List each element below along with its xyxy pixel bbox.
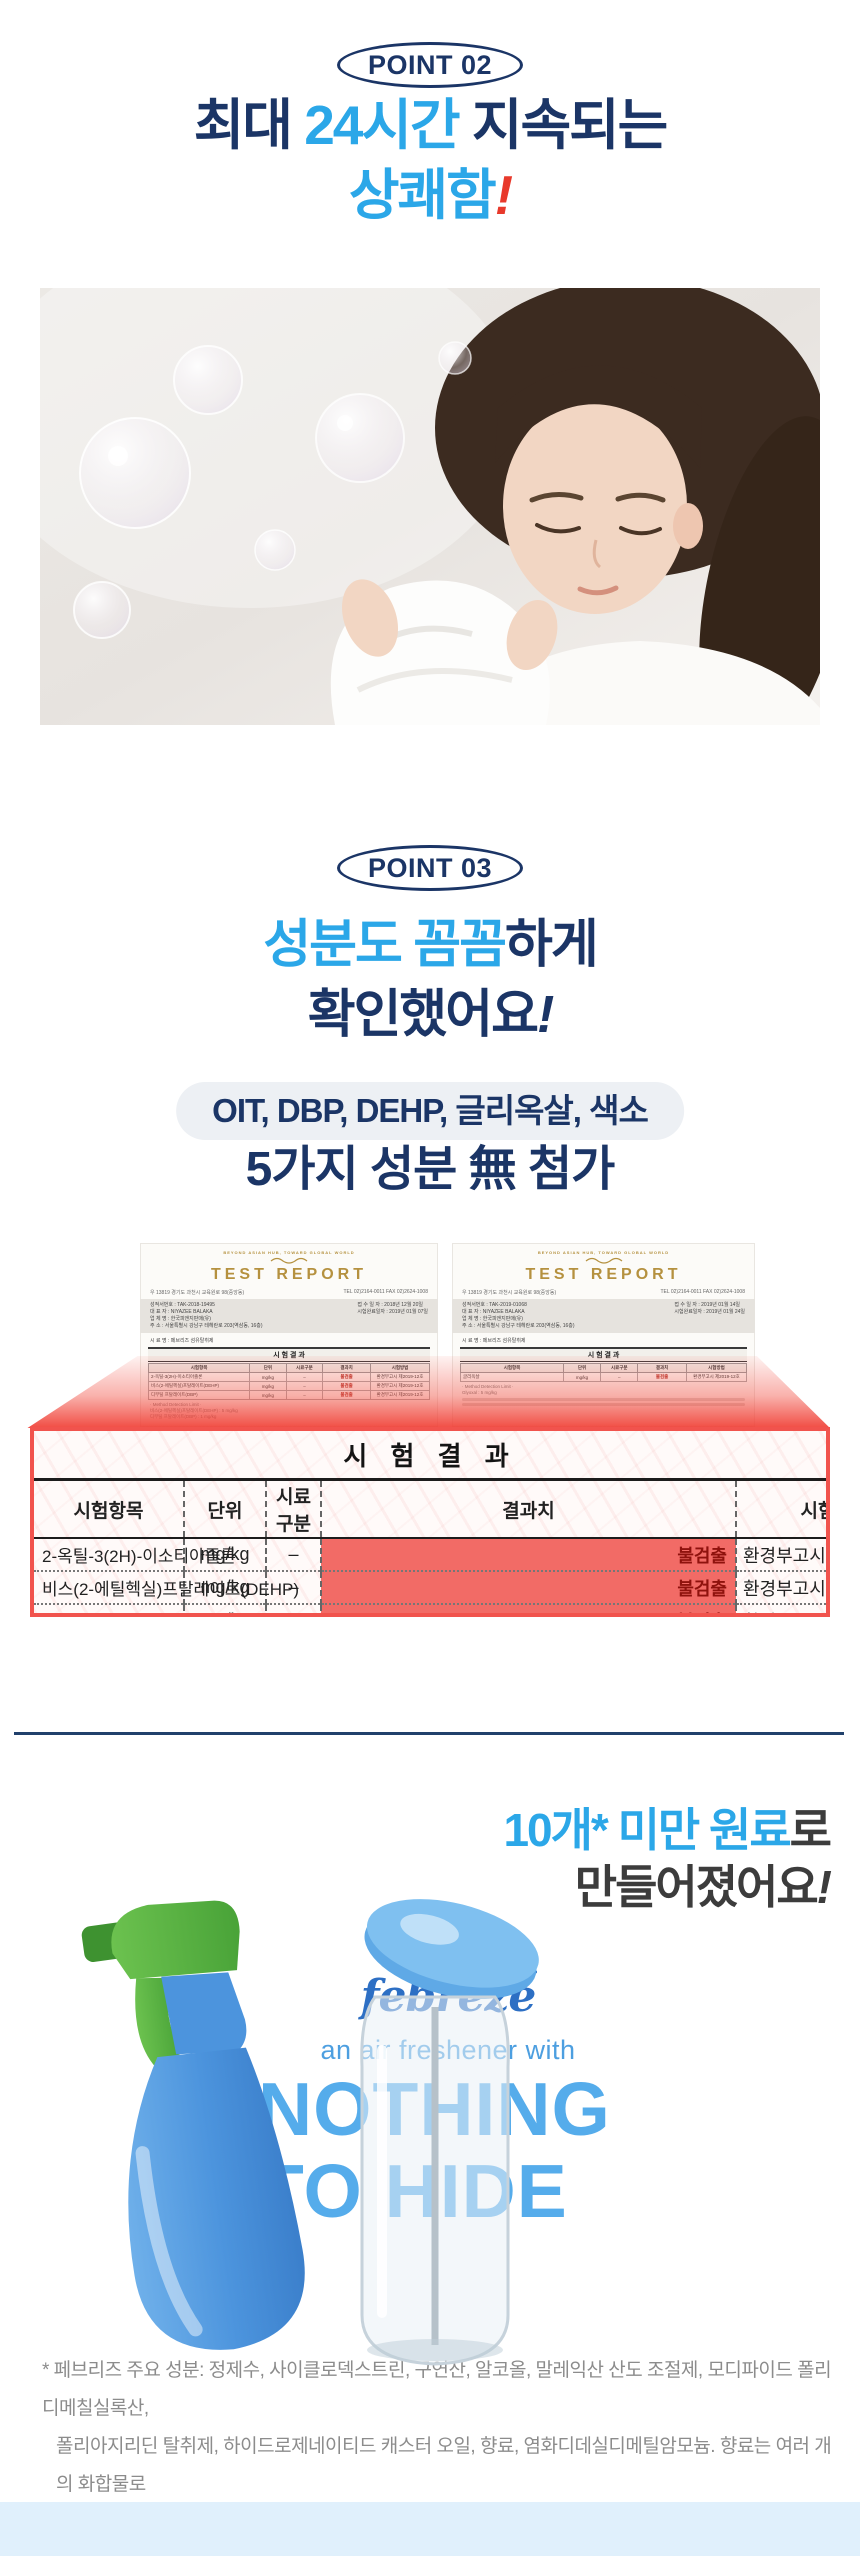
exclamation-mark: !	[494, 164, 513, 226]
point-02-headline-line1: 최대 24시간 지속되는	[0, 92, 860, 158]
report-meta-left: 성적서번호 : TAK-2018-19495 대 표 자 : NIYAZEE B…	[150, 1302, 263, 1329]
five-free-subheadline: 5가지 성분 無 첨가	[245, 1143, 616, 1196]
headline-pre: 최대	[193, 94, 305, 156]
report-meta-right: 접 수 일 자 : 2019년 01월 14일 시험완료일자 : 2019년 0…	[674, 1302, 745, 1315]
woman	[435, 288, 820, 725]
point-03-headline-line1: 성분도 꼼꼼하게	[0, 914, 860, 976]
footnote-line: * 페브리즈 주요 성분: 정제수, 사이클로덱스트린, 구연산, 알코올, 말…	[42, 2360, 832, 2419]
lifestyle-photo	[40, 288, 820, 725]
col-result: 결과치	[320, 1478, 736, 1539]
report-meta-right: 접 수 일 자 : 2018년 12월 20일 시험완료일자 : 2019년 0…	[357, 1302, 428, 1315]
headline-line2: 만들어졌어요!	[574, 1861, 832, 1913]
product-bottles-illustration	[81, 1899, 539, 2366]
headline-accent-ingredients: 성분도 꼼꼼	[263, 916, 507, 974]
headline-post: 하게	[504, 916, 599, 974]
result-not-detected: 불검출	[320, 1570, 736, 1604]
report-sample-name: 시 료 명 : 페브리즈 섬유탈취제	[462, 1338, 526, 1344]
report-title: TEST REPORT	[525, 1266, 682, 1283]
report-ornament-text: BEYOND ASIAN HUB, TOWARD GLOBAL WORLD	[537, 1250, 670, 1255]
report-tel-fax: TEL 02)2164-0011 FAX 02)2624-1008	[660, 1289, 745, 1295]
ingredient-list-pill: OIT, DBP, DEHP, 글리옥살, 색소	[176, 1082, 684, 1140]
point-02-headline-line2: 상쾌함!	[0, 162, 860, 228]
point-03-badge: POINT 03	[337, 845, 523, 891]
col-item: 시험항목	[34, 1478, 184, 1539]
bubbles	[73, 341, 472, 639]
zoom-projection	[27, 1356, 830, 1428]
result-table-title: 시 험 결 과	[343, 1441, 517, 1471]
report-title: TEST REPORT	[210, 1266, 367, 1283]
fabric	[330, 579, 558, 725]
point-02-badge: POINT 02	[337, 42, 523, 88]
test-result-table: 시 험 결 과 시험항목 단위 시료구분 결과치 시험방법 2-옥틸-3(2H)…	[30, 1427, 830, 1617]
table-row: 비스(2-에틸헥실)프탈레이트(DEHP) mg/kg – 불검출 환경부고시 …	[34, 1570, 826, 1604]
exclamation-mark: !	[536, 986, 554, 1044]
report-address-row: 우 13819 경기도 과천시 교육원로 98(중앙동) TEL 02)2164…	[140, 1289, 438, 1296]
exclamation-mark: !	[816, 1861, 832, 1913]
ten-ingredients-headline: 10개* 미만 원료로 만들어졌어요!	[0, 1802, 832, 1916]
result-not-detected: 불검출	[320, 1538, 736, 1571]
col-sample: 시료구분	[265, 1478, 321, 1539]
headline-checked: 확인했어요	[307, 986, 539, 1044]
headline-accent-24h: 24시간	[304, 94, 460, 156]
report-ornament-text: BEYOND ASIAN HUB, TOWARD GLOBAL WORLD	[223, 1250, 355, 1255]
point-03-headline-line2: 확인했어요!	[0, 984, 860, 1046]
table-row: 2-옥틸-3(2H)-이소티아졸론 mg/kg – 불검출 환경부고시 제201…	[34, 1538, 826, 1571]
col-method: 시험방법	[735, 1478, 826, 1539]
report-meta-band: 성적서번호 : TAK-2018-19495 대 표 자 : NIYAZEE B…	[140, 1299, 438, 1333]
report-address: 우 13819 경기도 과천시 교육원로 98(중앙동)	[150, 1290, 245, 1296]
photo-illustration	[40, 288, 820, 725]
footnote-line: 폴리아지리딘 탈취제, 하이드로제네이티드 캐스터 오일, 향료, 염화디데실디…	[56, 2436, 832, 2495]
report-meta-band: 성적서번호 : TAK-2019-01068 대 표 자 : NIYAZEE B…	[452, 1299, 755, 1333]
headline-accent-10: 10개* 미만 원료	[503, 1804, 791, 1856]
result-not-detected: 불검출	[320, 1603, 736, 1613]
flourish-icon	[585, 1257, 622, 1264]
report-address-row: 우 13819 경기도 과천시 교육원로 98(중앙동) TEL 02)2164…	[452, 1289, 755, 1296]
headline-post: 지속되는	[458, 94, 668, 156]
table-row: 디부틸 프탈레이트(DBP) mg/kg – 불검출 환경부고시 제2019-1…	[34, 1603, 826, 1613]
spray-bottle-green-blue	[81, 1900, 305, 2350]
footer-band	[0, 2502, 860, 2556]
point-03-badge-label: POINT 03	[367, 852, 493, 883]
flourish-icon	[270, 1257, 308, 1264]
headline-fresh: 상쾌함	[348, 164, 497, 226]
clear-bottle-blue-cap	[360, 1899, 539, 2366]
result-table: 시험항목 단위 시료구분 결과치 시험방법 2-옥틸-3(2H)-이소티아졸론 …	[34, 1478, 826, 1613]
point-02-badge-label: POINT 02	[367, 49, 493, 80]
headline-line1: 10개* 미만 원료로	[503, 1804, 832, 1856]
col-unit: 단위	[183, 1478, 266, 1539]
report-sample-name: 시 료 명 : 페브리즈 섬유탈취제	[150, 1338, 214, 1344]
report-address: 우 13819 경기도 과천시 교육원로 98(중앙동)	[462, 1290, 557, 1296]
result-table-header-row: 시험항목 단위 시료구분 결과치 시험방법	[34, 1478, 826, 1539]
section-divider	[14, 1732, 844, 1735]
report-meta-left: 성적서번호 : TAK-2019-01068 대 표 자 : NIYAZEE B…	[462, 1302, 575, 1329]
ingredient-list-label: OIT, DBP, DEHP, 글리옥살, 색소	[212, 1092, 649, 1129]
report-tel-fax: TEL 02)2164-0011 FAX 02)2624-1008	[343, 1289, 428, 1295]
